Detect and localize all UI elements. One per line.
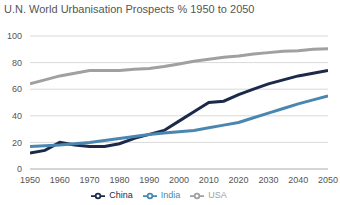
html-text:China: China (109, 190, 133, 201)
svg-text:1970: 1970 (80, 175, 100, 185)
svg-text:2020: 2020 (229, 175, 249, 185)
svg-text:80: 80 (12, 58, 22, 68)
svg-text:1960: 1960 (50, 175, 70, 185)
svg-text:0: 0 (17, 164, 22, 174)
svg-text:2000: 2000 (169, 175, 189, 185)
html-text:India: India (160, 190, 181, 201)
svg-text:60: 60 (12, 84, 22, 94)
svg-text:100: 100 (8, 31, 22, 41)
svg-text:40: 40 (12, 111, 22, 121)
svg-text:1990: 1990 (139, 175, 159, 185)
svg-text:2050: 2050 (318, 175, 332, 185)
svg-text:20: 20 (12, 138, 22, 148)
svg-text:2040: 2040 (288, 175, 308, 185)
html-text:U.N. World Urbanisation Prospe: U.N. World Urbanisation Prospects % 1950… (4, 3, 255, 15)
svg-text:2030: 2030 (258, 175, 278, 185)
html-text:USA: USA (208, 190, 227, 201)
svg-text:1950: 1950 (20, 175, 40, 185)
svg-text:2010: 2010 (199, 175, 219, 185)
svg-text:1980: 1980 (109, 175, 129, 185)
